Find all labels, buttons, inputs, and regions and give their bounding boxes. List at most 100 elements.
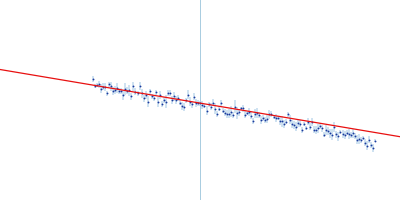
- Point: [183, 99, 190, 102]
- Point: [268, 113, 275, 116]
- Point: [282, 120, 289, 124]
- Point: [348, 133, 354, 137]
- Point: [299, 129, 305, 132]
- Point: [309, 120, 315, 123]
- Point: [104, 92, 110, 95]
- Point: [207, 105, 214, 108]
- Point: [295, 122, 301, 125]
- Point: [116, 89, 122, 93]
- Point: [337, 130, 344, 134]
- Point: [366, 138, 372, 141]
- Point: [197, 102, 204, 105]
- Point: [319, 127, 326, 130]
- Point: [254, 111, 260, 115]
- Point: [270, 116, 277, 119]
- Point: [311, 128, 317, 131]
- Point: [218, 102, 224, 105]
- Point: [264, 118, 271, 121]
- Point: [222, 111, 228, 114]
- Point: [165, 91, 171, 95]
- Point: [297, 122, 303, 125]
- Point: [108, 85, 114, 88]
- Point: [169, 98, 175, 101]
- Point: [201, 104, 208, 108]
- Point: [284, 113, 291, 116]
- Point: [126, 89, 132, 92]
- Point: [134, 92, 141, 95]
- Point: [224, 112, 230, 115]
- Point: [350, 132, 356, 135]
- Point: [346, 132, 352, 136]
- Point: [110, 89, 116, 92]
- Point: [90, 77, 96, 80]
- Point: [242, 113, 248, 116]
- Point: [155, 100, 161, 103]
- Point: [210, 101, 216, 104]
- Point: [230, 113, 236, 117]
- Point: [187, 100, 194, 103]
- Point: [191, 95, 198, 98]
- Point: [260, 117, 266, 120]
- Point: [238, 107, 244, 110]
- Point: [124, 89, 130, 92]
- Point: [118, 89, 124, 93]
- Point: [288, 123, 295, 126]
- Point: [278, 120, 285, 123]
- Point: [354, 138, 360, 141]
- Point: [370, 146, 376, 150]
- Point: [291, 123, 297, 127]
- Point: [372, 139, 378, 142]
- Point: [167, 91, 173, 94]
- Point: [112, 88, 118, 92]
- Point: [142, 94, 149, 97]
- Point: [100, 85, 106, 88]
- Point: [313, 128, 319, 131]
- Point: [339, 132, 346, 136]
- Point: [102, 85, 108, 89]
- Point: [276, 119, 283, 122]
- Point: [189, 103, 196, 106]
- Point: [274, 117, 281, 120]
- Point: [146, 89, 153, 93]
- Point: [144, 100, 151, 103]
- Point: [262, 118, 268, 122]
- Point: [177, 101, 183, 104]
- Point: [248, 114, 254, 117]
- Point: [256, 113, 262, 117]
- Point: [214, 112, 220, 115]
- Point: [199, 104, 206, 107]
- Point: [317, 125, 323, 128]
- Point: [92, 85, 98, 88]
- Point: [364, 144, 370, 147]
- Point: [286, 118, 293, 121]
- Point: [138, 92, 145, 95]
- Point: [212, 107, 218, 110]
- Point: [341, 133, 348, 137]
- Point: [236, 111, 242, 114]
- Point: [360, 136, 366, 140]
- Point: [321, 133, 328, 136]
- Point: [250, 120, 256, 123]
- Point: [272, 117, 279, 120]
- Point: [173, 99, 179, 102]
- Point: [185, 93, 192, 96]
- Point: [150, 96, 157, 100]
- Point: [157, 93, 163, 96]
- Point: [159, 102, 165, 106]
- Point: [323, 129, 330, 132]
- Point: [94, 83, 100, 86]
- Point: [152, 91, 159, 94]
- Point: [203, 109, 210, 112]
- Point: [136, 84, 143, 88]
- Point: [301, 122, 307, 126]
- Point: [226, 112, 232, 115]
- Point: [234, 112, 240, 115]
- Point: [307, 125, 313, 128]
- Point: [96, 83, 102, 86]
- Point: [329, 133, 336, 136]
- Point: [122, 87, 128, 91]
- Point: [358, 138, 364, 141]
- Point: [181, 106, 187, 109]
- Point: [293, 125, 299, 128]
- Point: [356, 137, 362, 141]
